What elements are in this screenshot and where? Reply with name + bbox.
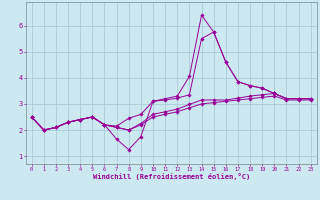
X-axis label: Windchill (Refroidissement éolien,°C): Windchill (Refroidissement éolien,°C) [92, 173, 250, 180]
